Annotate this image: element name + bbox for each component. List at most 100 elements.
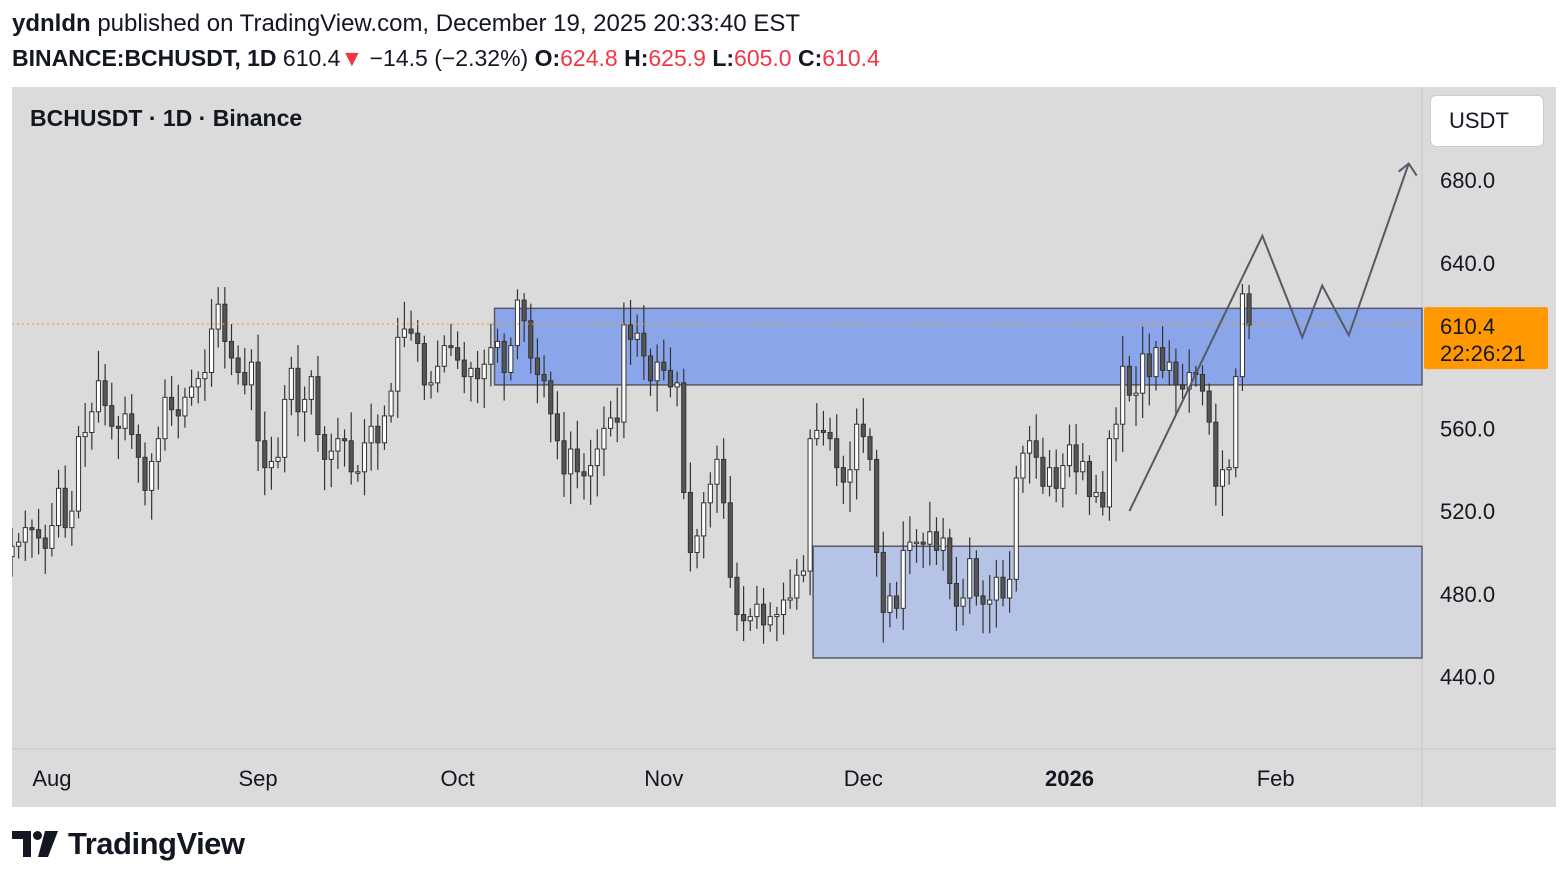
candle: [255, 361, 261, 442]
candle: [16, 541, 22, 547]
symbol-name: BINANCE:BCHUSDT, 1D: [12, 45, 277, 71]
candle: [368, 425, 374, 444]
candle: [727, 502, 733, 578]
candle: [1033, 440, 1039, 458]
candle: [295, 367, 301, 413]
time-axis-label: 2026: [1045, 766, 1094, 791]
candle: [1206, 390, 1212, 423]
candle: [175, 409, 181, 417]
candle: [701, 502, 707, 537]
candle: [408, 328, 414, 334]
candle: [1173, 361, 1179, 386]
candle: [687, 491, 693, 553]
candle: [308, 376, 314, 400]
candlestick-chart[interactable]: 680.0 640.0 560.0 520.0 480.0 440.0 610.422:26…: [12, 87, 1556, 807]
candle: [435, 365, 441, 384]
candle: [514, 299, 521, 347]
candle: [282, 398, 288, 458]
candle: [202, 371, 208, 380]
candle: [614, 417, 620, 423]
candle: [1133, 392, 1139, 396]
candle: [288, 367, 294, 400]
candle: [880, 551, 886, 613]
currency-button[interactable]: USDT: [1430, 95, 1544, 147]
candle: [162, 396, 168, 440]
tradingview-brand[interactable]: TradingView: [12, 826, 245, 862]
low-value: 605.0: [734, 45, 792, 71]
candle: [820, 429, 826, 433]
candle: [228, 340, 235, 359]
candle: [707, 483, 713, 504]
candle: [1120, 365, 1126, 425]
publish-info: ydnldn published on TradingView.com, Dec…: [12, 8, 800, 40]
candle: [780, 599, 787, 616]
candle: [488, 347, 494, 365]
candle: [109, 405, 115, 427]
author-name[interactable]: ydnldn: [12, 10, 91, 37]
candle: [275, 456, 281, 462]
candle: [155, 438, 161, 462]
candle: [235, 357, 241, 373]
candle: [581, 471, 587, 477]
candle: [36, 529, 42, 539]
high-label: H:: [624, 45, 649, 71]
candle: [195, 378, 201, 388]
candle: [149, 460, 155, 491]
candle: [129, 413, 135, 436]
candle: [475, 367, 481, 380]
candle: [734, 576, 740, 616]
candle: [55, 487, 62, 527]
candle: [847, 469, 853, 483]
price-badge-value: 610.4: [1440, 314, 1495, 339]
candle: [953, 583, 959, 607]
candle: [1100, 491, 1106, 508]
candle: [714, 458, 720, 485]
candle: [1233, 376, 1239, 469]
candle: [913, 541, 920, 545]
candle: [927, 531, 933, 545]
candle: [601, 427, 607, 450]
candle: [548, 380, 554, 415]
candle: [494, 340, 501, 349]
candle: [455, 347, 461, 361]
candle: [987, 599, 993, 605]
candle: [355, 471, 361, 474]
candle: [421, 343, 427, 386]
candle: [608, 417, 614, 429]
candle: [1146, 353, 1152, 378]
candle: [1239, 293, 1245, 378]
chart-panel[interactable]: 680.0 640.0 560.0 520.0 480.0 440.0 610.4 22:26…: [12, 87, 1556, 807]
candle: [1153, 347, 1159, 378]
candle: [468, 367, 474, 378]
candle: [1060, 465, 1066, 489]
candle: [375, 425, 381, 444]
candle: [760, 603, 767, 626]
price-badge: [1424, 307, 1548, 370]
candle: [341, 438, 348, 442]
candle: [89, 411, 95, 433]
candle: [361, 442, 368, 473]
candle: [887, 595, 893, 613]
candle: [920, 541, 926, 545]
candle: [315, 376, 321, 436]
candle: [335, 438, 341, 452]
candle: [328, 450, 334, 460]
low-label: L:: [712, 45, 735, 71]
candle: [102, 380, 108, 407]
candle: [215, 303, 221, 330]
price-axis-label: 520.0: [1440, 499, 1495, 524]
candle: [900, 549, 906, 609]
support-zone: [812, 545, 1423, 659]
candle: [794, 574, 800, 599]
candle: [1093, 491, 1099, 498]
candle: [807, 438, 813, 572]
published-text: published on TradingView.com, December 1…: [97, 10, 800, 37]
candle: [268, 460, 274, 469]
price-axis-label: 440.0: [1440, 665, 1495, 690]
candle: [747, 616, 753, 622]
candle: [621, 324, 627, 423]
candle: [428, 382, 434, 386]
candle: [960, 597, 966, 607]
candle: [388, 390, 394, 417]
candle: [574, 448, 580, 473]
